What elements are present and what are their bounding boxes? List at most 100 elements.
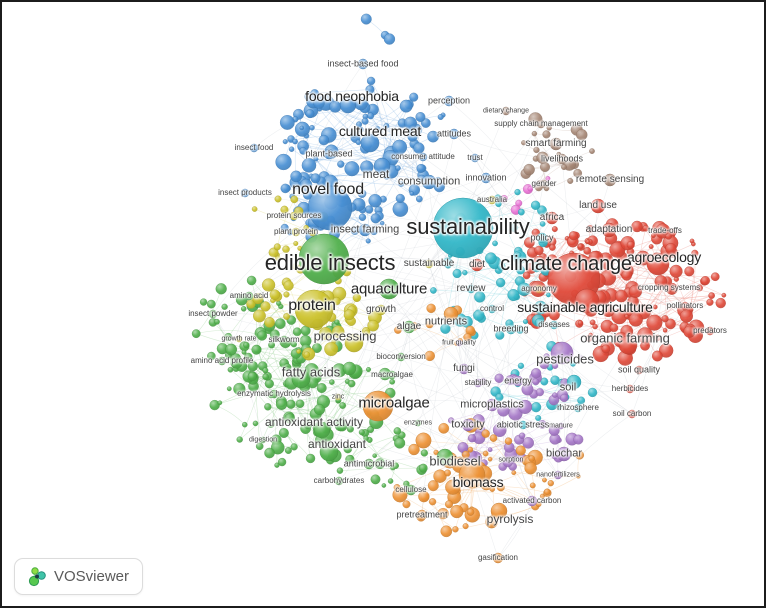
term-label[interactable]: pesticides — [536, 351, 594, 367]
term-node[interactable] — [526, 495, 538, 507]
term-node[interactable] — [485, 398, 499, 412]
term-label[interactable]: sustainability — [406, 214, 530, 239]
term-node[interactable] — [458, 363, 470, 375]
term-node[interactable] — [375, 304, 387, 316]
term-label[interactable]: smart farming — [525, 138, 587, 149]
term-label[interactable]: trust — [467, 153, 483, 162]
term-label[interactable]: nutrients — [424, 315, 468, 328]
term-label[interactable]: nanofertilizers — [536, 471, 580, 479]
term-node[interactable] — [660, 226, 670, 236]
term-label[interactable]: policy — [530, 232, 554, 243]
term-label[interactable]: sustainable — [403, 258, 455, 269]
term-node[interactable] — [396, 352, 406, 362]
term-label[interactable]: agroecology — [626, 249, 702, 265]
term-label[interactable]: pollinators — [666, 301, 704, 310]
term-node[interactable] — [339, 96, 357, 114]
term-node[interactable] — [601, 222, 617, 238]
term-node[interactable] — [405, 484, 417, 496]
term-label[interactable]: dietary change — [483, 107, 529, 115]
term-node[interactable] — [518, 420, 528, 430]
term-label[interactable]: cultured meat — [338, 123, 422, 139]
term-label[interactable]: plant protein — [273, 227, 319, 236]
term-node[interactable] — [603, 173, 617, 187]
term-label[interactable]: growth rate — [221, 335, 257, 343]
term-label[interactable]: algae — [396, 321, 422, 332]
term-node[interactable] — [574, 288, 600, 314]
term-node[interactable] — [566, 374, 582, 390]
term-label[interactable]: breeding — [493, 323, 529, 334]
term-node[interactable] — [512, 375, 524, 387]
term-label[interactable]: sustainable agriculture — [517, 299, 653, 315]
term-label[interactable]: antioxidant — [307, 437, 367, 451]
term-node[interactable] — [358, 223, 372, 237]
term-label[interactable]: africa — [539, 212, 565, 223]
term-label[interactable]: livelihoods — [540, 153, 584, 164]
term-label[interactable]: insect food — [234, 143, 274, 152]
term-label[interactable]: control — [479, 304, 505, 313]
term-label[interactable]: protein sources — [266, 211, 322, 220]
term-label[interactable]: gender — [531, 179, 557, 188]
term-node[interactable] — [492, 552, 504, 564]
term-node[interactable] — [387, 370, 397, 380]
term-label[interactable]: aquaculture — [350, 280, 428, 298]
term-label[interactable]: climate change — [500, 253, 632, 275]
term-label[interactable]: organic farming — [580, 330, 670, 346]
term-node[interactable] — [646, 252, 670, 276]
term-node[interactable] — [269, 389, 279, 399]
term-label[interactable]: microalgae — [358, 394, 430, 412]
term-label[interactable]: australia — [476, 195, 508, 204]
term-node[interactable] — [249, 143, 259, 153]
term-label[interactable]: antioxidant activity — [264, 415, 364, 429]
term-node[interactable] — [362, 390, 394, 422]
term-node[interactable] — [466, 284, 476, 294]
term-label[interactable]: herbicides — [611, 384, 649, 393]
term-label[interactable]: diet — [468, 259, 486, 270]
term-label[interactable]: enzymes — [403, 419, 433, 427]
term-node[interactable] — [664, 283, 674, 293]
term-label[interactable]: enzymatic hydrolysis — [237, 389, 311, 398]
term-label[interactable]: remote sensing — [575, 174, 645, 185]
term-label[interactable]: edible insects — [264, 250, 396, 275]
term-label[interactable]: silkworm — [268, 335, 300, 344]
term-node[interactable] — [470, 258, 484, 272]
term-node[interactable] — [307, 185, 353, 231]
term-label[interactable]: protein — [288, 297, 336, 314]
term-node[interactable] — [470, 153, 480, 163]
term-node[interactable] — [363, 458, 375, 470]
term-node[interactable] — [634, 365, 644, 375]
term-node[interactable] — [448, 128, 460, 140]
term-label[interactable]: macroalgae — [371, 370, 413, 379]
term-label[interactable]: stability — [464, 378, 492, 387]
term-node[interactable] — [344, 333, 364, 353]
term-node[interactable] — [618, 335, 638, 355]
term-node[interactable] — [550, 341, 574, 365]
term-node[interactable] — [291, 227, 301, 237]
term-node[interactable] — [549, 137, 563, 151]
term-node[interactable] — [291, 369, 311, 389]
term-node[interactable] — [455, 339, 463, 347]
term-label[interactable]: cropping systems — [637, 283, 701, 292]
term-label[interactable]: insect farming — [330, 223, 400, 236]
term-node[interactable] — [378, 278, 400, 300]
term-label[interactable]: gasification — [477, 553, 519, 562]
term-label[interactable]: biodiesel — [429, 453, 481, 469]
term-node[interactable] — [443, 95, 455, 107]
term-node[interactable] — [501, 106, 511, 116]
term-label[interactable]: soil — [559, 381, 577, 394]
term-label[interactable]: land use — [579, 200, 617, 211]
term-node[interactable] — [590, 198, 606, 214]
term-node[interactable] — [289, 211, 299, 221]
term-label[interactable]: review — [456, 283, 486, 294]
term-node[interactable] — [414, 419, 422, 427]
term-node[interactable] — [294, 289, 334, 329]
term-node[interactable] — [480, 172, 492, 184]
term-label[interactable]: digestion — [248, 436, 278, 444]
term-node[interactable] — [443, 306, 459, 322]
term-node[interactable] — [556, 446, 572, 462]
term-label[interactable]: meat — [362, 167, 390, 181]
term-label[interactable]: carbohydrates — [313, 476, 365, 485]
term-node[interactable] — [625, 384, 635, 394]
term-label[interactable]: microplastics — [460, 398, 524, 411]
term-label[interactable]: supply chain management — [494, 119, 588, 128]
term-node[interactable] — [418, 152, 428, 162]
